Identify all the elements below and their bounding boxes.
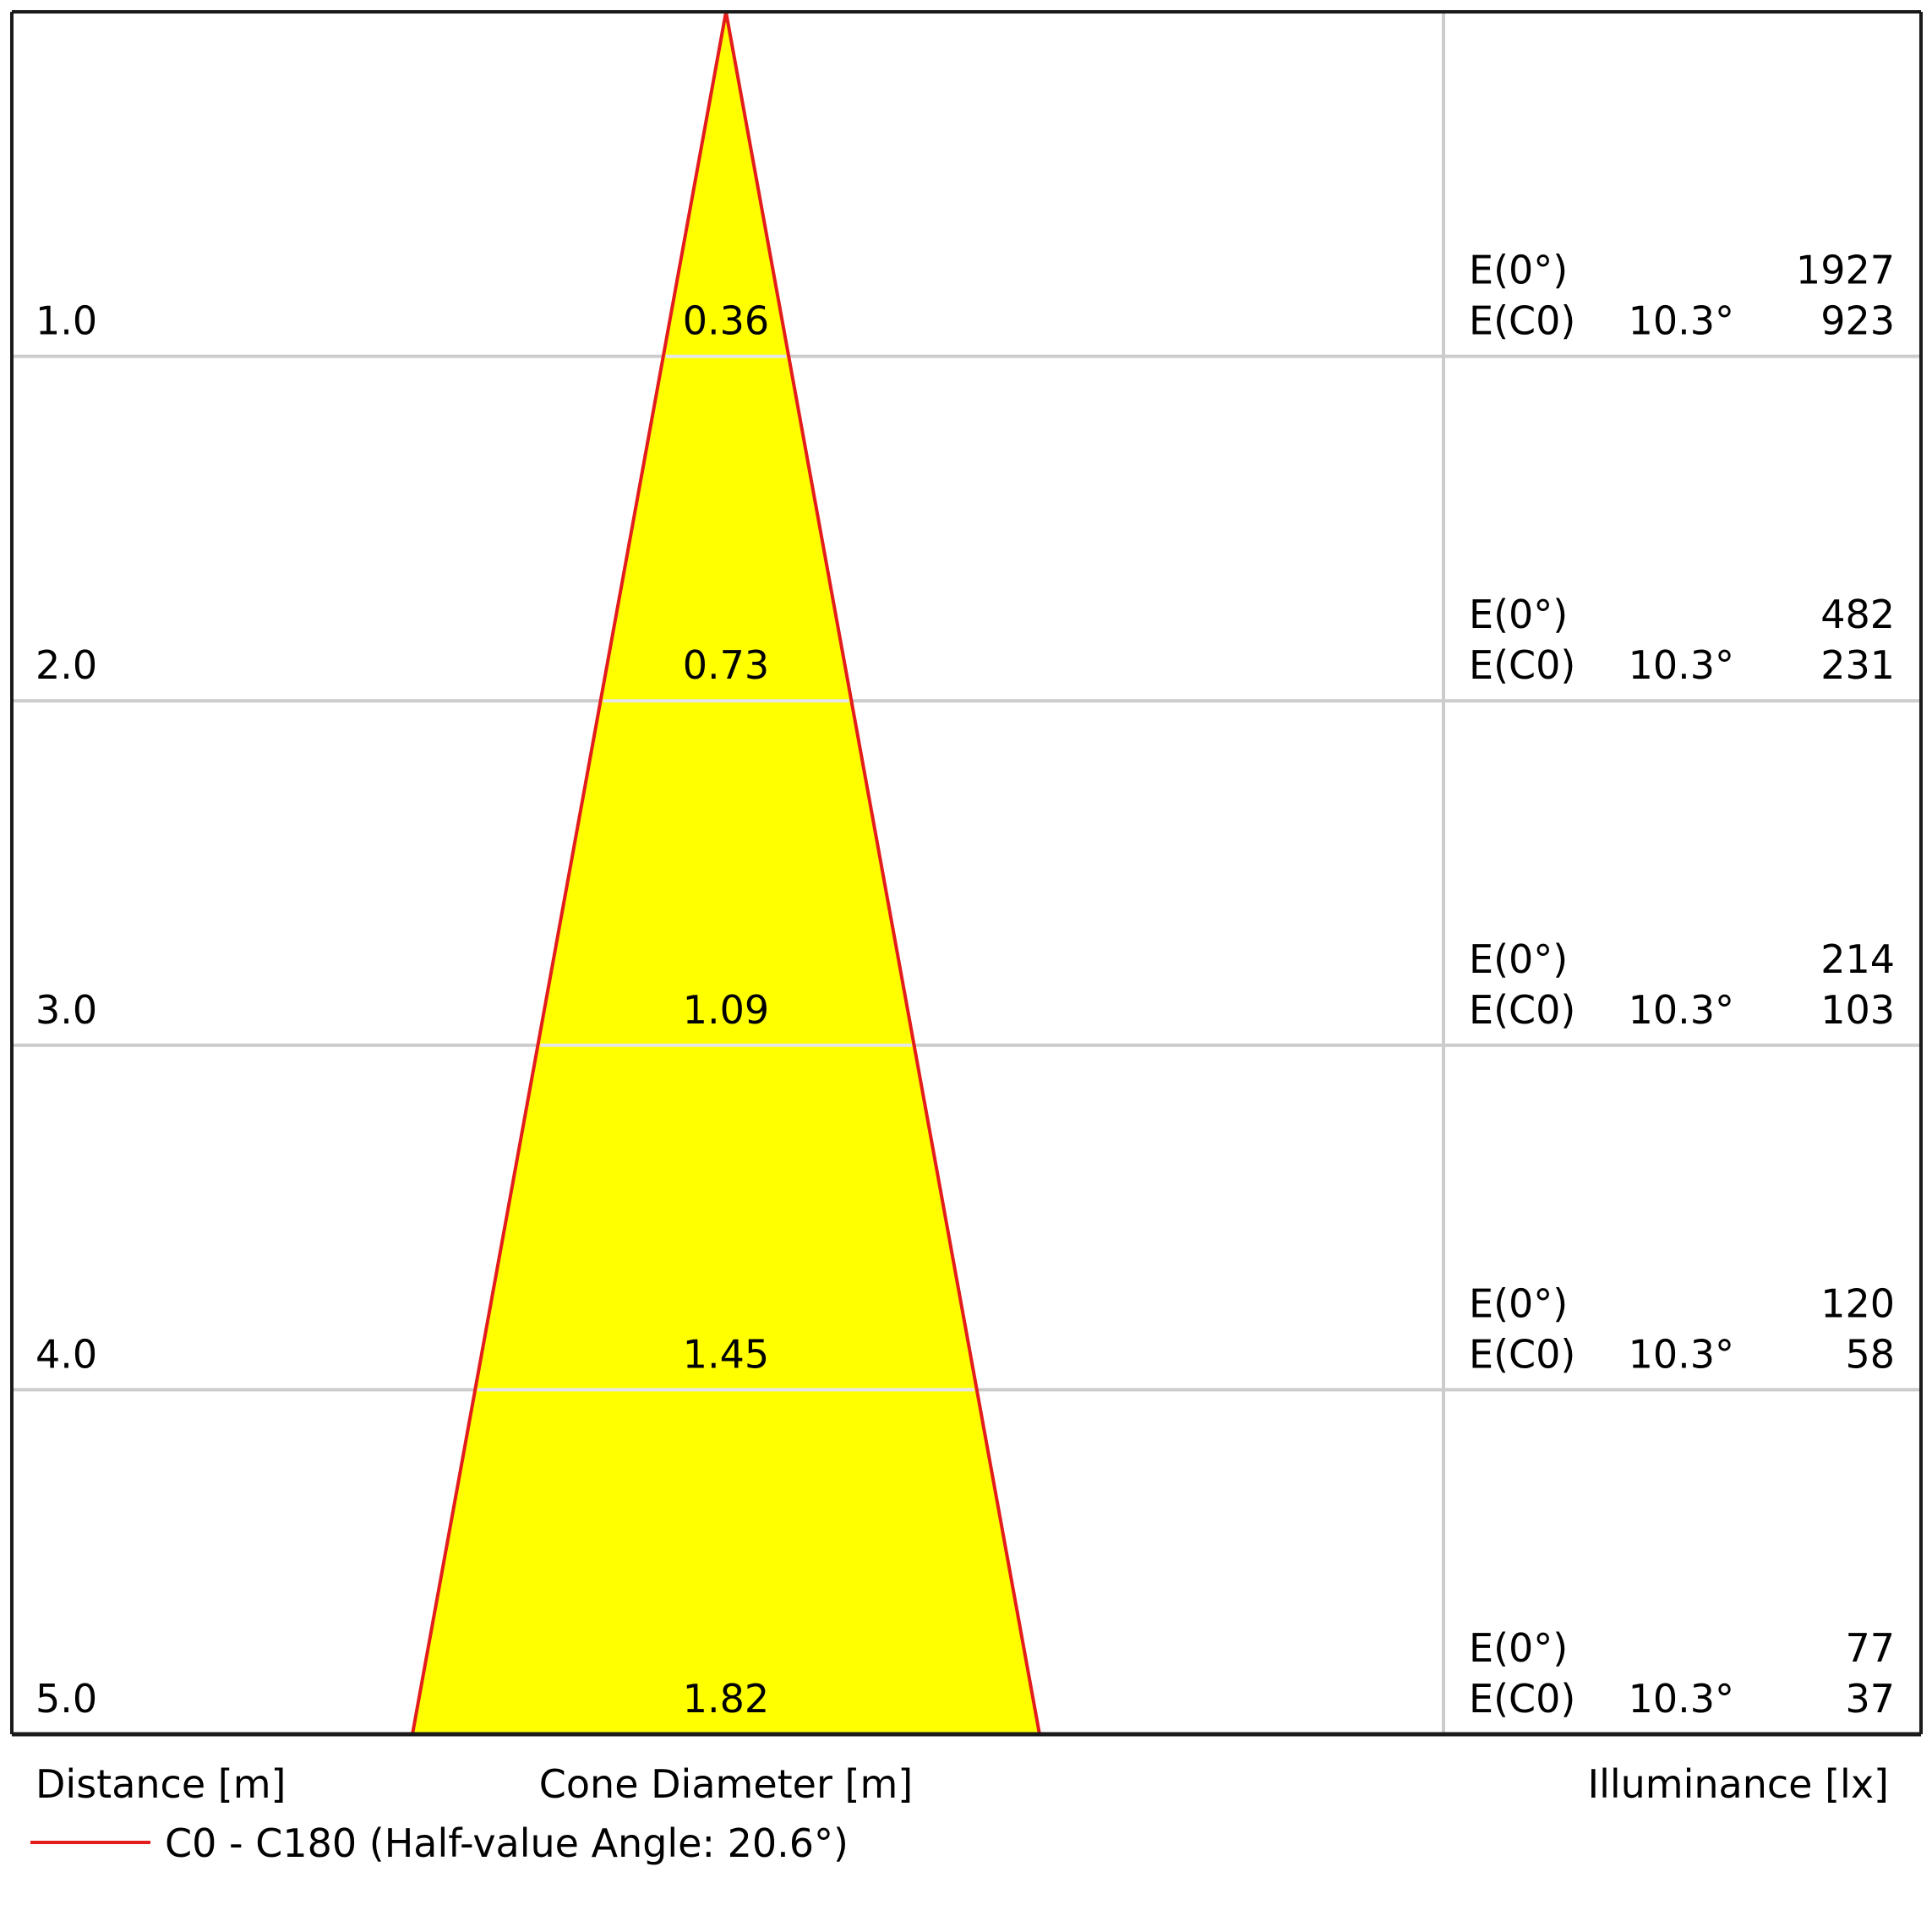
- distance-axis-label: Distance [m]: [35, 1761, 286, 1807]
- ec-value: 923: [1820, 298, 1895, 344]
- ec-angle: 10.3°: [1629, 1676, 1734, 1722]
- illuminance-axis-label: Illuminance [lx]: [1588, 1761, 1889, 1807]
- diameter-axis-label: Cone Diameter [m]: [539, 1761, 913, 1807]
- e0-label: E(0°): [1469, 1625, 1568, 1671]
- distance-tick-label: 2.0: [35, 642, 97, 688]
- e0-label: E(0°): [1469, 1280, 1568, 1326]
- ec-value: 37: [1845, 1676, 1895, 1722]
- ec-value: 103: [1820, 987, 1895, 1033]
- e0-value: 482: [1820, 592, 1895, 637]
- ec-angle: 10.3°: [1629, 1331, 1734, 1377]
- ec-value: 58: [1845, 1331, 1895, 1377]
- distance-tick-label: 4.0: [35, 1331, 97, 1377]
- legend-label: C0 - C180 (Half-value Angle: 20.6°): [165, 1820, 849, 1866]
- ec-angle: 10.3°: [1629, 642, 1734, 688]
- distance-tick-label: 3.0: [35, 987, 97, 1033]
- distance-tick-label: 1.0: [35, 298, 97, 344]
- e0-label: E(0°): [1469, 936, 1568, 982]
- diameter-data-label: 1.45: [683, 1331, 769, 1377]
- row-labels: 1.0 0.36 E(0°) 1927 E(C0) 10.3° 923 2.0 0.73 E(0°…: [35, 248, 1895, 1722]
- chart-frame: [10, 10, 1923, 1737]
- e0-value: 77: [1845, 1625, 1895, 1671]
- ec-angle: 10.3°: [1629, 298, 1734, 344]
- diameter-data-label: 1.09: [683, 987, 769, 1033]
- ec-label: E(C0): [1469, 298, 1575, 344]
- distance-tick-label: 5.0: [35, 1676, 97, 1722]
- ec-label: E(C0): [1469, 1331, 1575, 1377]
- ec-label: E(C0): [1469, 987, 1575, 1033]
- e0-value: 120: [1820, 1280, 1895, 1326]
- diameter-data-label: 0.73: [683, 642, 769, 688]
- diameter-data-label: 0.36: [683, 298, 769, 344]
- e0-value: 214: [1820, 936, 1895, 982]
- ec-angle: 10.3°: [1629, 987, 1734, 1033]
- diameter-data-label: 1.82: [683, 1676, 769, 1722]
- e0-value: 1927: [1796, 248, 1895, 293]
- ec-label: E(C0): [1469, 1676, 1575, 1722]
- ec-value: 231: [1820, 642, 1895, 688]
- e0-label: E(0°): [1469, 248, 1568, 293]
- e0-label: E(0°): [1469, 592, 1568, 637]
- ec-label: E(C0): [1469, 642, 1575, 688]
